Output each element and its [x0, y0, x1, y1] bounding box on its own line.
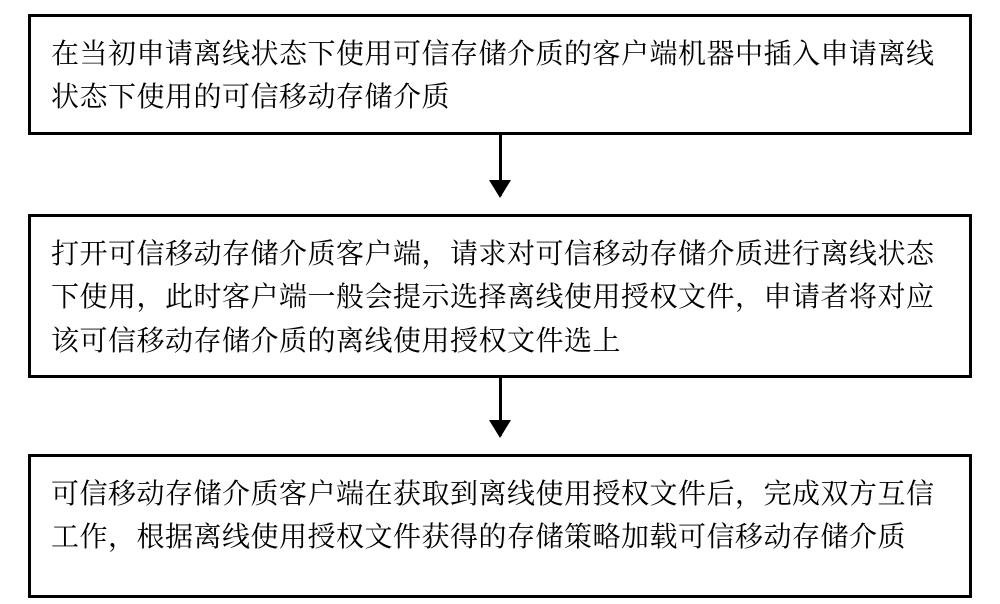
flow-step-3: 可信移动存储介质客户端在获取到离线使用授权文件后，完成双方互信工作，根据离线使用…	[28, 454, 972, 598]
flow-step-2: 打开可信移动存储介质客户端，请求对可信移动存储介质进行离线状态下使用，此时客户端…	[28, 214, 972, 378]
flow-arrow-1-to-2	[499, 132, 502, 196]
flowchart-canvas: 在当初申请离线状态下使用可信存储介质的客户端机器中插入申请离线状态下使用的可信移…	[0, 0, 1000, 604]
flow-arrow-2-to-3	[499, 376, 502, 436]
flow-step-3-text: 可信移动存储介质客户端在获取到离线使用授权文件后，完成双方互信工作，根据离线使用…	[51, 472, 935, 555]
flow-step-2-text: 打开可信移动存储介质客户端，请求对可信移动存储介质进行离线状态下使用，此时客户端…	[51, 232, 935, 359]
flow-step-1: 在当初申请离线状态下使用可信存储介质的客户端机器中插入申请离线状态下使用的可信移…	[28, 14, 972, 135]
flow-step-1-text: 在当初申请离线状态下使用可信存储介质的客户端机器中插入申请离线状态下使用的可信移…	[51, 32, 935, 115]
